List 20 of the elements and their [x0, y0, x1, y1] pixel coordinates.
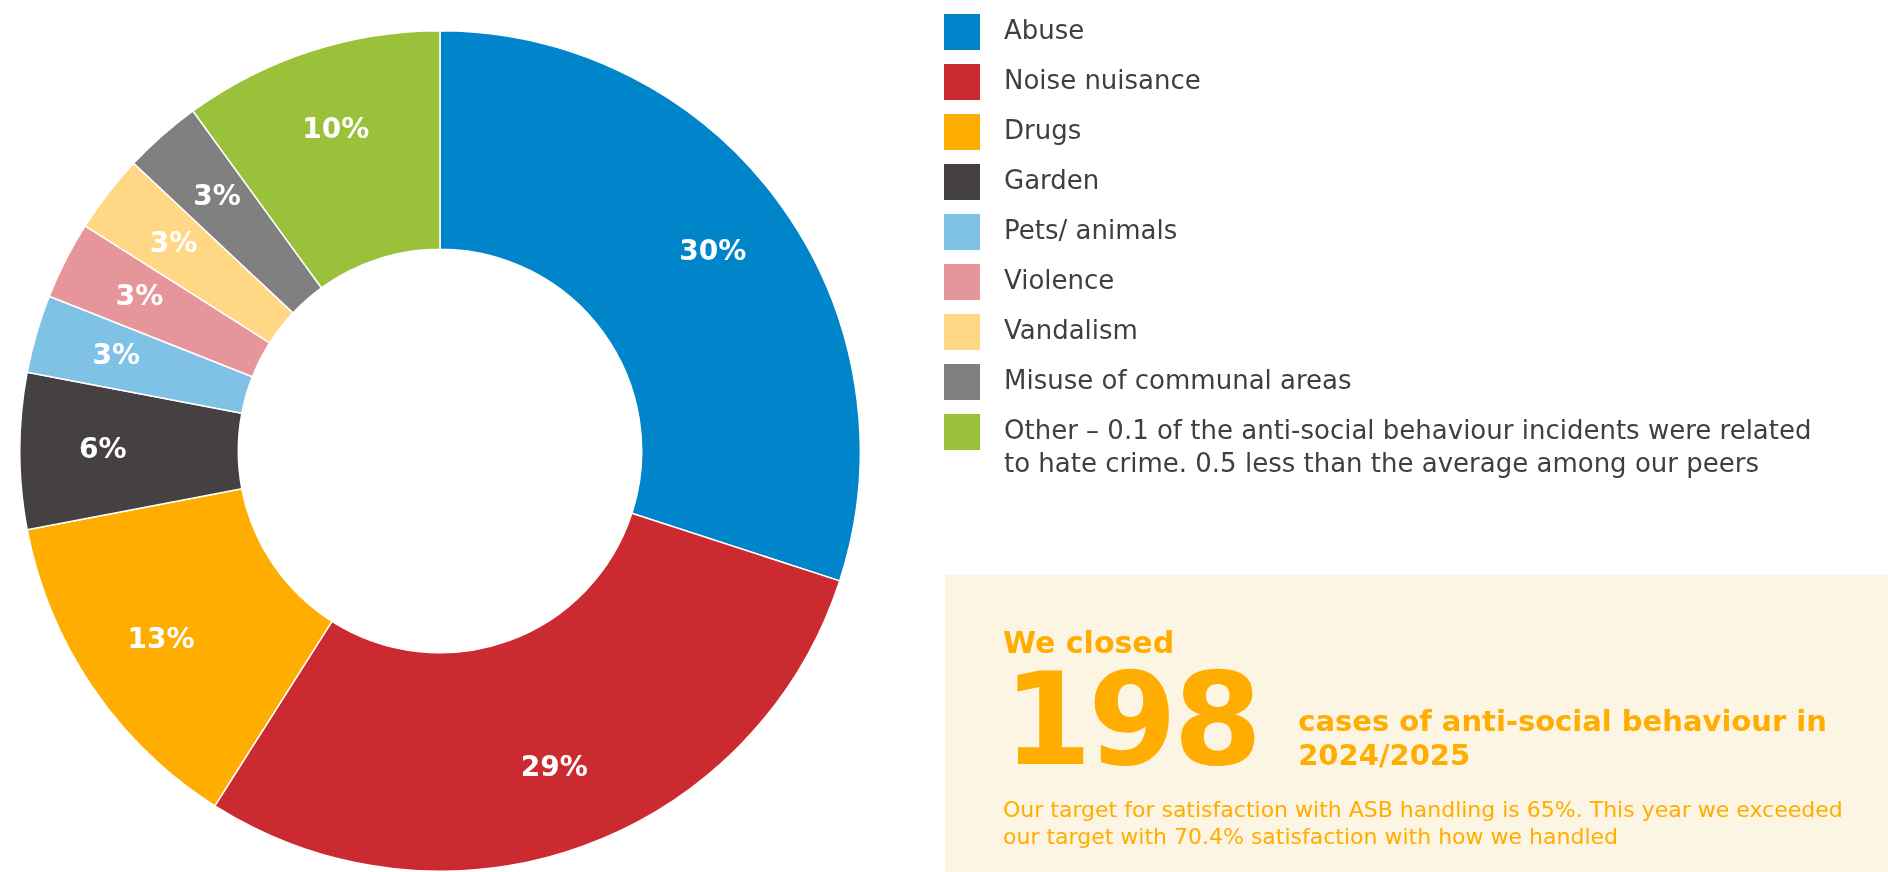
- text: cases of anti-social behaviour in 2024/2025: [1298, 704, 1828, 772]
- text: Our target for satisfaction with ASB handling is 65%. This year we exceeded our target with 70.4% satisfaction with how we handled: [1003, 796, 1844, 850]
- legend-label: Vandalism: [1004, 314, 1138, 347]
- data-label: 30%: [679, 234, 747, 268]
- data-label: 3%: [193, 179, 241, 213]
- legend-label: Abuse: [1004, 14, 1085, 47]
- legend-label: Pets/ animals: [1004, 214, 1178, 247]
- legend-label: Other – 0.1 of the anti-social behaviour incidents were related to hate crime. 0.5 less than the average among our peers: [1004, 414, 1813, 480]
- legend-label: Garden: [1004, 164, 1100, 197]
- legend-label: Violence: [1004, 264, 1115, 297]
- legend-label: Misuse of communal areas: [1004, 364, 1352, 397]
- legend-label: Noise nuisance: [1004, 64, 1201, 97]
- data-label: 10%: [302, 111, 370, 145]
- data-label: 29%: [520, 749, 588, 783]
- data-label: 13%: [127, 621, 195, 655]
- legend-label: Drugs: [1004, 114, 1082, 147]
- data-label: 3%: [149, 225, 198, 259]
- data-label: 3%: [92, 338, 140, 372]
- data-label: 3%: [115, 279, 164, 313]
- data-label: 6%: [79, 432, 127, 466]
